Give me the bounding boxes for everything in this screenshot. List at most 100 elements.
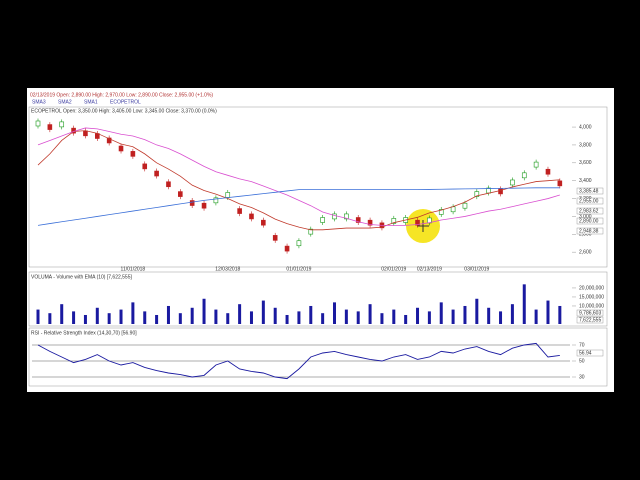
candle <box>415 219 420 226</box>
price-label: 7,622,555 <box>579 317 601 323</box>
y-tick-label: 10,000,000 <box>579 303 604 309</box>
volume-bar <box>510 304 514 324</box>
volume-bar <box>309 305 313 324</box>
y-tick-label: 70 <box>579 342 585 348</box>
x-tick-label: 01/01/2019 <box>286 266 311 272</box>
x-tick-label: 12/03/2018 <box>215 266 240 272</box>
x-tick-label: 11/01/2018 <box>121 266 146 272</box>
price-box <box>576 316 604 324</box>
x-tick-label: 03/01/2019 <box>464 266 489 272</box>
volume-bar <box>36 309 40 324</box>
volume-bar <box>522 284 526 324</box>
y-tick-label: 30 <box>579 374 585 380</box>
volume-bar <box>178 313 182 324</box>
candle <box>521 172 527 179</box>
candle <box>154 170 159 177</box>
panel-title: VOLUMA - Volume with EMA (10) [7,622,555… <box>31 274 132 280</box>
price-label: 9,786,603 <box>579 310 601 316</box>
y-tick-label: 3,000 <box>579 214 592 220</box>
price-label: 2,955.00 <box>579 198 599 204</box>
price-box <box>576 227 604 235</box>
moving-average <box>37 187 560 226</box>
volume-bar <box>285 314 289 324</box>
volume-bar <box>95 307 99 324</box>
volume-bar <box>487 307 491 324</box>
price-label: 3,385.48 <box>579 188 599 194</box>
volume-bar <box>475 298 479 324</box>
rsi-panel <box>28 327 608 387</box>
candle <box>344 213 349 220</box>
volume-panel <box>28 271 608 327</box>
price-box <box>576 197 604 205</box>
candle <box>474 191 480 197</box>
volume-bar <box>261 300 265 324</box>
candle <box>355 217 361 223</box>
legend-entry: SMA1 <box>84 99 98 105</box>
candle <box>284 245 290 252</box>
volume-bar <box>119 309 123 324</box>
volume-bar <box>214 309 218 324</box>
y-tick-label: 3,400 <box>579 178 592 184</box>
candle <box>189 200 195 206</box>
y-tick-label: 4,000 <box>579 124 592 130</box>
candle <box>130 151 136 157</box>
volume-bar <box>534 309 538 324</box>
volume-bar <box>202 298 206 324</box>
legend-entry: SMA2 <box>58 99 72 105</box>
candle <box>237 208 242 214</box>
candle <box>261 219 266 226</box>
volume-bar <box>451 309 455 324</box>
candle <box>557 180 563 187</box>
crosshair <box>417 220 429 232</box>
y-tick-label: 3,800 <box>579 142 592 148</box>
x-tick-label: 02/01/2019 <box>381 266 406 272</box>
candle <box>438 209 444 215</box>
volume-bar <box>190 307 194 324</box>
candle <box>320 217 325 223</box>
volume-bar <box>546 300 550 324</box>
volume-bar <box>368 304 372 324</box>
price-label: 2,983.62 <box>579 208 599 214</box>
volume-bar <box>273 307 277 324</box>
volume-bar <box>226 313 230 324</box>
volume-bar <box>344 309 348 324</box>
price-box <box>576 217 604 225</box>
candle <box>533 161 539 168</box>
volume-bar <box>297 311 301 324</box>
price-box <box>576 349 604 357</box>
volume-bar <box>131 302 135 324</box>
volume-bar <box>321 313 325 324</box>
candle <box>391 218 397 224</box>
candle <box>545 168 551 175</box>
price-box <box>576 187 604 195</box>
volume-bar <box>83 314 87 324</box>
volume-bar <box>356 311 360 324</box>
candle <box>59 121 65 128</box>
y-tick-label: 20,000,000 <box>579 285 604 291</box>
window <box>27 88 614 392</box>
candle <box>35 120 41 127</box>
candle <box>178 191 183 197</box>
price-box <box>576 207 604 215</box>
volume-bar <box>249 311 253 324</box>
x-tick-label: 02/13/2019 <box>417 266 442 272</box>
quote: 02/13/2019 Open: 2,890.00 High: 2,970.00… <box>30 92 213 98</box>
candle <box>332 213 337 220</box>
rsi-line <box>37 342 560 380</box>
volume-bar <box>333 302 336 324</box>
panel-title: ECOPETROL Open: 3,350.00 High: 3,405.00 … <box>31 108 217 114</box>
y-tick-label: 2,800 <box>579 232 592 238</box>
price-label: 56.94 <box>579 350 592 356</box>
candle <box>498 188 503 195</box>
price-box <box>576 309 604 317</box>
candle <box>213 197 219 204</box>
candle <box>118 145 124 152</box>
volume-bar <box>155 314 159 324</box>
candle <box>166 181 171 188</box>
candle <box>225 192 231 198</box>
volume-bar <box>404 314 408 324</box>
volume-bar <box>558 305 562 324</box>
y-tick-label: 15,000,000 <box>579 294 604 300</box>
price-panel <box>28 106 608 268</box>
moving-average <box>37 127 560 226</box>
